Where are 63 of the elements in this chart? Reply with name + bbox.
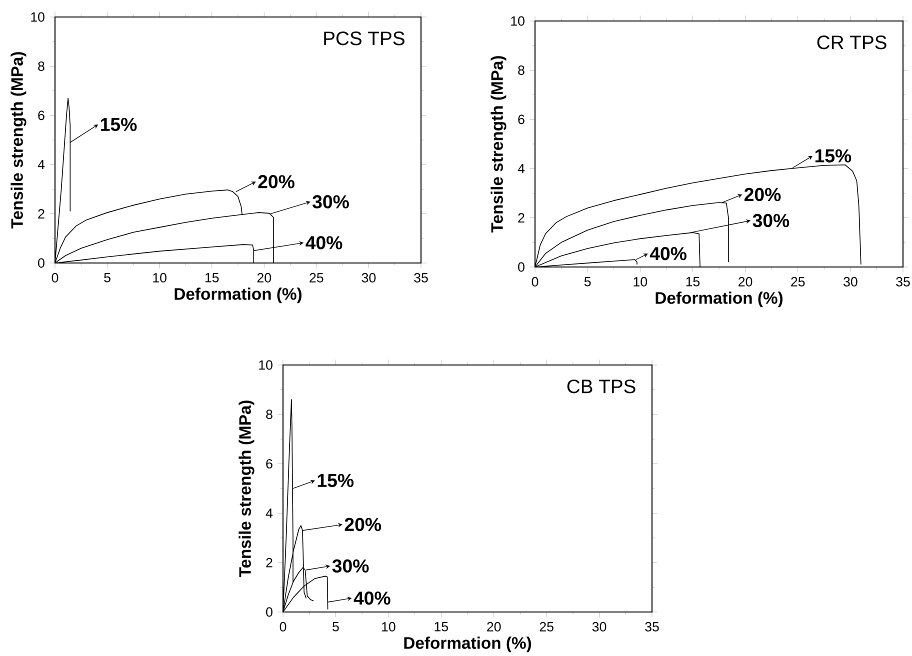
text: CB TPS — [567, 380, 636, 394]
annotation: 20% — [344, 518, 382, 532]
x-axis-title: Deformation (%) — [656, 292, 783, 308]
x-tick-label: 30 — [844, 277, 858, 286]
x-tick-label: 5 — [332, 622, 339, 632]
x-tick-label: 15 — [205, 273, 219, 282]
y-axis-title: Tensile strength (MPa) — [490, 56, 506, 233]
x-tick-label: 0 — [532, 277, 538, 286]
x-tick-label: 25 — [791, 277, 805, 286]
annotation: 30% — [752, 214, 790, 228]
text: CR TPS — [817, 36, 886, 50]
y-tick-label: 8 — [266, 410, 272, 420]
y-tick-label: 4 — [266, 508, 273, 518]
y-tick-label: 10 — [511, 16, 524, 26]
y-axis-title: Tensile strength (MPa) — [238, 400, 254, 578]
y-tick-label: 10 — [259, 360, 272, 370]
annotation: 15% — [815, 149, 852, 162]
y-tick-label: 2 — [266, 558, 272, 568]
annotation: 20% — [258, 175, 294, 188]
x-tick-label: 30 — [362, 273, 376, 282]
y-tick-label: 4 — [38, 160, 45, 170]
y-tick-label: 10 — [31, 12, 44, 22]
annotation: 15% — [101, 118, 137, 132]
y-axis-title: Tensile strength (MPa) — [10, 52, 26, 229]
annotation: 40% — [306, 236, 342, 250]
x-tick-label: 15 — [686, 277, 700, 286]
y-tick-label: 0 — [518, 262, 524, 272]
y-tick-label: 2 — [38, 209, 44, 218]
x-tick-label: 25 — [540, 622, 554, 632]
x-tick-label: 20 — [487, 622, 501, 632]
annotation: 30% — [312, 195, 349, 208]
annotation: 30% — [332, 559, 369, 573]
y-tick-label: 8 — [38, 61, 44, 71]
y-tick-label: 4 — [518, 164, 525, 174]
annotation: 20% — [744, 188, 781, 202]
y-tick-label: 6 — [266, 459, 272, 469]
x-tick-label: 35 — [896, 277, 910, 286]
annotation: 40% — [650, 246, 686, 260]
x-tick-label: 20 — [738, 277, 752, 286]
x-tick-label: 5 — [104, 273, 110, 282]
x-axis-title: Deformation (%) — [174, 288, 302, 304]
x-tick-label: 15 — [434, 622, 448, 632]
x-tick-label: 10 — [153, 273, 166, 282]
y-tick-label: 6 — [518, 114, 524, 124]
y-tick-label: 2 — [518, 213, 524, 222]
y-tick-label: 0 — [266, 607, 272, 617]
x-tick-label: 35 — [414, 273, 428, 282]
x-axis-title: Deformation (%) — [404, 636, 532, 652]
y-tick-label: 8 — [518, 65, 524, 75]
text: PCS TPS — [324, 32, 404, 46]
x-tick-label: 20 — [257, 273, 272, 282]
annotation: 40% — [354, 591, 390, 605]
y-tick-label: 0 — [38, 258, 44, 268]
x-tick-label: 5 — [584, 277, 591, 286]
x-tick-label: 30 — [592, 622, 606, 632]
annotation: 15% — [318, 474, 354, 488]
x-tick-label: 0 — [52, 273, 58, 282]
x-tick-label: 35 — [645, 622, 659, 632]
x-tick-label: 0 — [280, 622, 286, 632]
y-tick-label: 6 — [38, 110, 44, 120]
x-tick-label: 10 — [382, 622, 396, 632]
x-tick-label: 10 — [634, 277, 648, 286]
x-tick-label: 25 — [310, 273, 324, 282]
